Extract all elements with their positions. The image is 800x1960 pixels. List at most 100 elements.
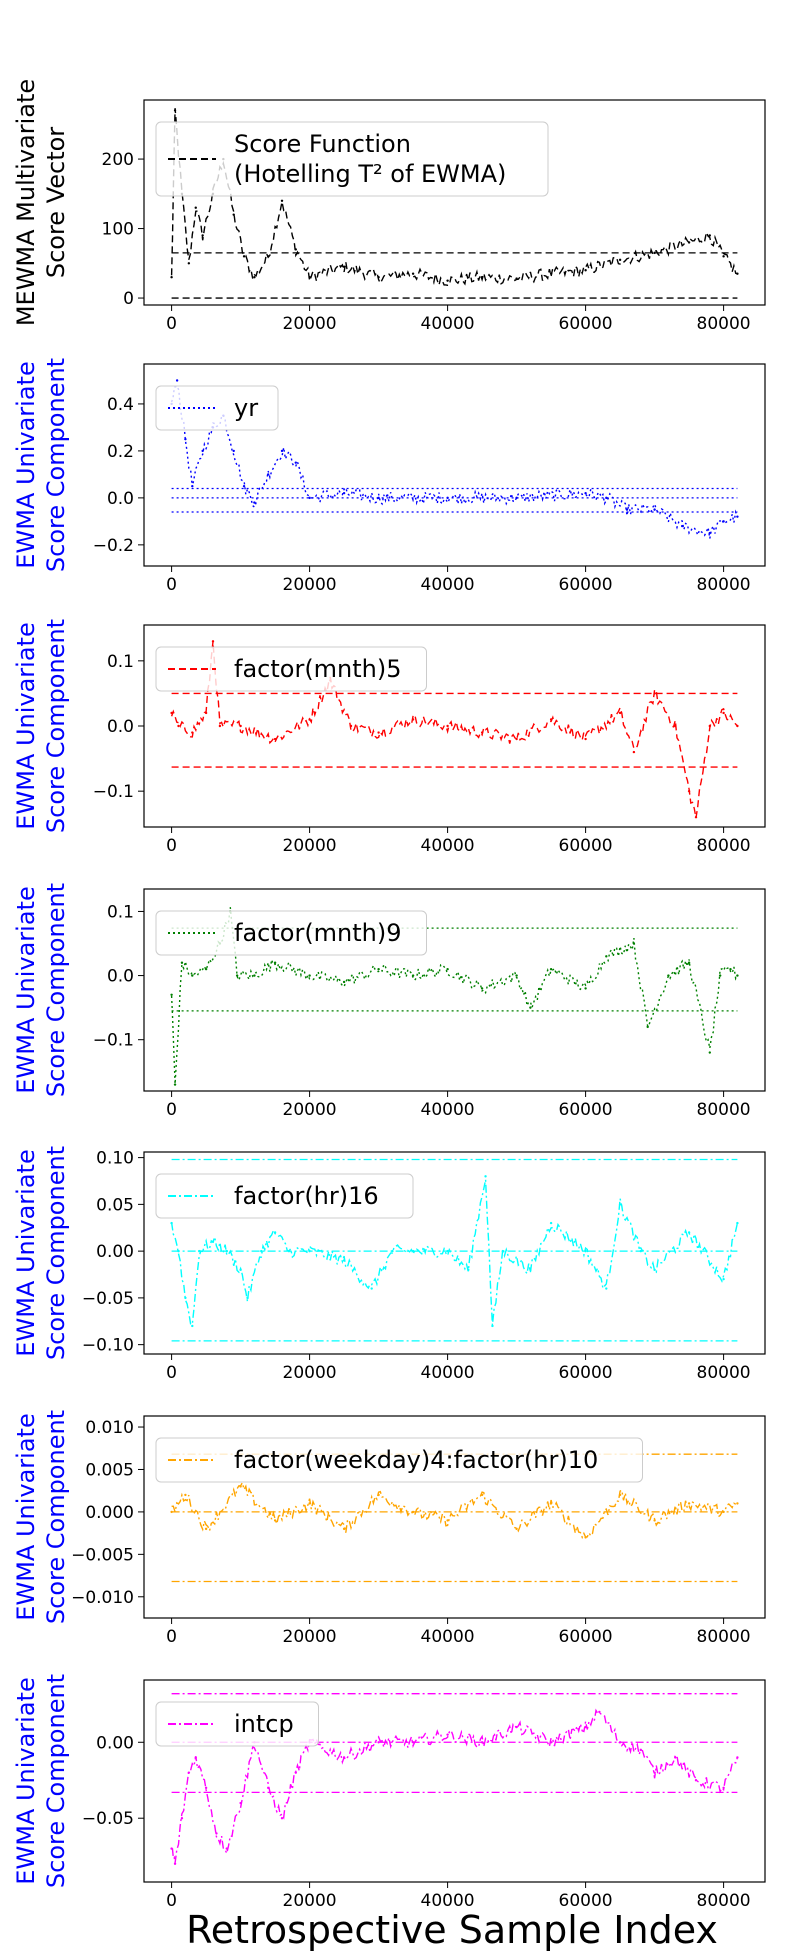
data-point [584, 987, 587, 990]
data-point [253, 276, 256, 279]
x-tick-label: 20000 [283, 1100, 337, 1120]
data-point [191, 974, 194, 977]
data-point [708, 724, 711, 728]
data-point [253, 501, 256, 504]
panel-5: 0 20000 40000 60000 80000 −0.10 −0.05 0.00 0.05 0… [12, 1146, 766, 1383]
data-point [173, 1862, 177, 1865]
data-point [639, 1249, 642, 1253]
series-line [170, 108, 738, 288]
x-tick-label: 20000 [283, 836, 337, 856]
data-point [170, 1510, 173, 1514]
data-point [480, 987, 484, 990]
legend-entry: factor(weekday)4:factor(hr)10 [234, 1446, 598, 1474]
data-point [515, 1527, 518, 1531]
data-point [446, 1249, 449, 1253]
data-point [549, 1502, 553, 1505]
x-tick-label: 40000 [421, 314, 475, 334]
data-point [294, 1771, 297, 1774]
data-point [242, 484, 246, 488]
data-point [467, 1268, 470, 1272]
y-axis-label-line: EWMA Univariate [12, 886, 40, 1093]
x-tick-label: 80000 [697, 314, 751, 334]
y-axis-label-line: EWMA Univariate [12, 622, 40, 829]
data-point [411, 1249, 415, 1253]
axes-frame [143, 1151, 766, 1355]
data-point [294, 248, 297, 251]
data-point [484, 1175, 487, 1178]
data-point [549, 967, 553, 971]
data-point [618, 258, 622, 262]
data-point [191, 1324, 194, 1328]
data-point [232, 449, 235, 453]
data-point [605, 496, 608, 500]
data-point [308, 276, 311, 279]
data-point [515, 974, 518, 977]
data-point [377, 1493, 380, 1497]
legend-box [155, 1173, 414, 1219]
x-tick-label: 0 [166, 1891, 177, 1911]
series-line [170, 1179, 739, 1326]
data-point [191, 731, 194, 734]
panel-4: 0 20000 40000 60000 80000 −0.1 0.0 0.1 factor(mn… [12, 883, 766, 1120]
data-point [446, 1519, 449, 1522]
data-point [170, 276, 173, 279]
legend-box [155, 1437, 643, 1483]
legend-entry: factor(mnth)5 [234, 655, 402, 683]
data-point [194, 1756, 197, 1759]
data-point [411, 1741, 415, 1744]
data-point [411, 272, 415, 275]
data-point [736, 515, 739, 518]
y-tick-label: 0.1 [107, 652, 134, 672]
x-tick-label: 60000 [559, 1627, 613, 1647]
axes-frame [143, 99, 766, 306]
data-point [515, 277, 518, 280]
data-point [446, 279, 449, 282]
data-point [625, 508, 629, 511]
legend-box [155, 385, 279, 431]
legend-entry: Score Function [234, 130, 411, 158]
data-point [722, 255, 725, 258]
data-point [639, 1748, 642, 1752]
data-point [446, 967, 449, 971]
y-tick-label: 0.010 [85, 1418, 134, 1438]
y-axis-label-line: Score Component [42, 358, 70, 572]
data-point [308, 496, 311, 500]
series-line [171, 1480, 738, 1540]
x-tick-label: 40000 [421, 1891, 475, 1911]
data-point [273, 1231, 277, 1234]
data-point [342, 1756, 346, 1759]
data-point [242, 255, 246, 258]
legend-entry: factor(hr)16 [234, 1182, 379, 1210]
x-tick-label: 80000 [697, 1627, 751, 1647]
data-point [370, 1287, 373, 1290]
y-tick-label: −0.1 [93, 782, 134, 802]
data-point [584, 269, 587, 272]
y-axis-label-line: Score Vector [42, 127, 70, 278]
data-point [653, 251, 656, 255]
y-axis-label-line: MEWMA Multivariate [12, 79, 40, 326]
data-point [377, 276, 380, 279]
data-point [549, 272, 553, 275]
data-point [722, 520, 725, 523]
data-point [308, 1249, 311, 1253]
data-point [653, 1268, 656, 1272]
x-tick-label: 0 [166, 1363, 177, 1383]
x-tick-label: 80000 [697, 836, 751, 856]
data-point [736, 272, 739, 275]
y-axis-label: EWMA UnivariateScore Component [12, 1146, 70, 1360]
data-point [308, 974, 311, 977]
data-point [501, 1249, 504, 1253]
data-point [349, 724, 353, 728]
x-tick-label: 20000 [283, 1891, 337, 1911]
data-point [736, 1502, 739, 1505]
data-point [204, 1527, 208, 1531]
data-point [618, 1203, 622, 1206]
data-point [177, 1249, 180, 1253]
data-point [239, 1801, 242, 1805]
data-point [708, 234, 711, 237]
data-point [204, 711, 208, 715]
data-point [184, 1296, 187, 1300]
data-point [653, 508, 656, 511]
y-axis-label: EWMA UnivariateScore Component [12, 619, 70, 833]
